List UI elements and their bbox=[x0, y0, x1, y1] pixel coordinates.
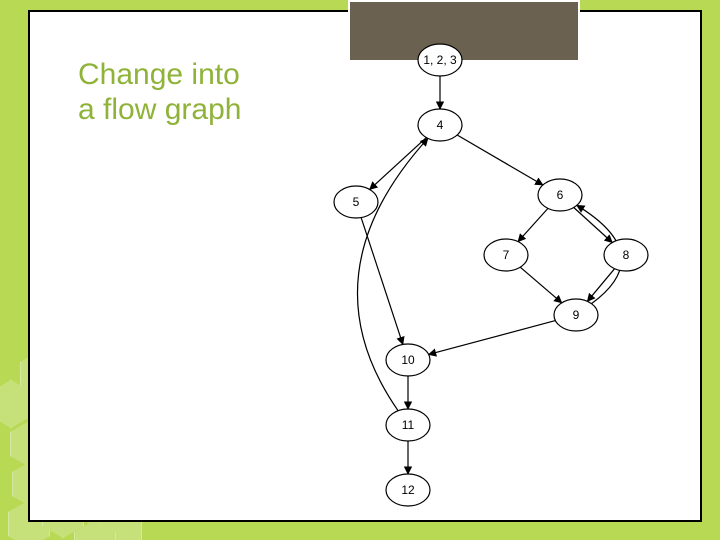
node-label: 8 bbox=[623, 248, 630, 262]
node-n1: 1, 2, 3 bbox=[418, 44, 462, 76]
node-label: 6 bbox=[557, 188, 564, 202]
flow-graph-svg: 1, 2, 3 4 5 6 7 8 9 10 11 12 bbox=[300, 30, 700, 520]
nodes-layer: 1, 2, 3 4 5 6 7 8 9 10 11 12 bbox=[334, 44, 648, 506]
title-line1: Change into bbox=[78, 58, 240, 91]
node-n11: 11 bbox=[386, 409, 430, 441]
node-n10: 10 bbox=[386, 344, 430, 376]
node-label: 11 bbox=[402, 418, 415, 432]
edge-n9-n10 bbox=[429, 321, 556, 355]
edge-n6-n7 bbox=[518, 208, 548, 241]
node-n8: 8 bbox=[604, 239, 648, 271]
node-n5: 5 bbox=[334, 186, 378, 218]
flow-graph: 1, 2, 3 4 5 6 7 8 9 10 11 12 bbox=[300, 30, 700, 520]
node-n7: 7 bbox=[484, 239, 528, 271]
node-n12: 12 bbox=[386, 474, 430, 506]
slide-title: Change into a flow graph bbox=[78, 58, 241, 127]
node-label: 9 bbox=[573, 308, 580, 322]
node-label: 10 bbox=[401, 353, 415, 367]
edge-n6-n8 bbox=[574, 207, 613, 242]
node-label: 1, 2, 3 bbox=[423, 53, 457, 67]
node-n4: 4 bbox=[418, 109, 462, 141]
node-label: 12 bbox=[401, 483, 415, 497]
edge-n7-n9 bbox=[520, 267, 562, 303]
edge-n4-n6 bbox=[457, 135, 543, 185]
slide-root: Change into a flow graph 1, 2, 3 4 5 6 7 8 9 10… bbox=[0, 0, 720, 540]
node-label: 4 bbox=[437, 118, 444, 132]
edge-n4-n5 bbox=[370, 138, 427, 190]
node-label: 7 bbox=[503, 248, 510, 262]
node-n6: 6 bbox=[538, 179, 582, 211]
node-label: 5 bbox=[353, 195, 360, 209]
title-line2: a flow graph bbox=[78, 93, 241, 126]
node-n9: 9 bbox=[554, 299, 598, 331]
